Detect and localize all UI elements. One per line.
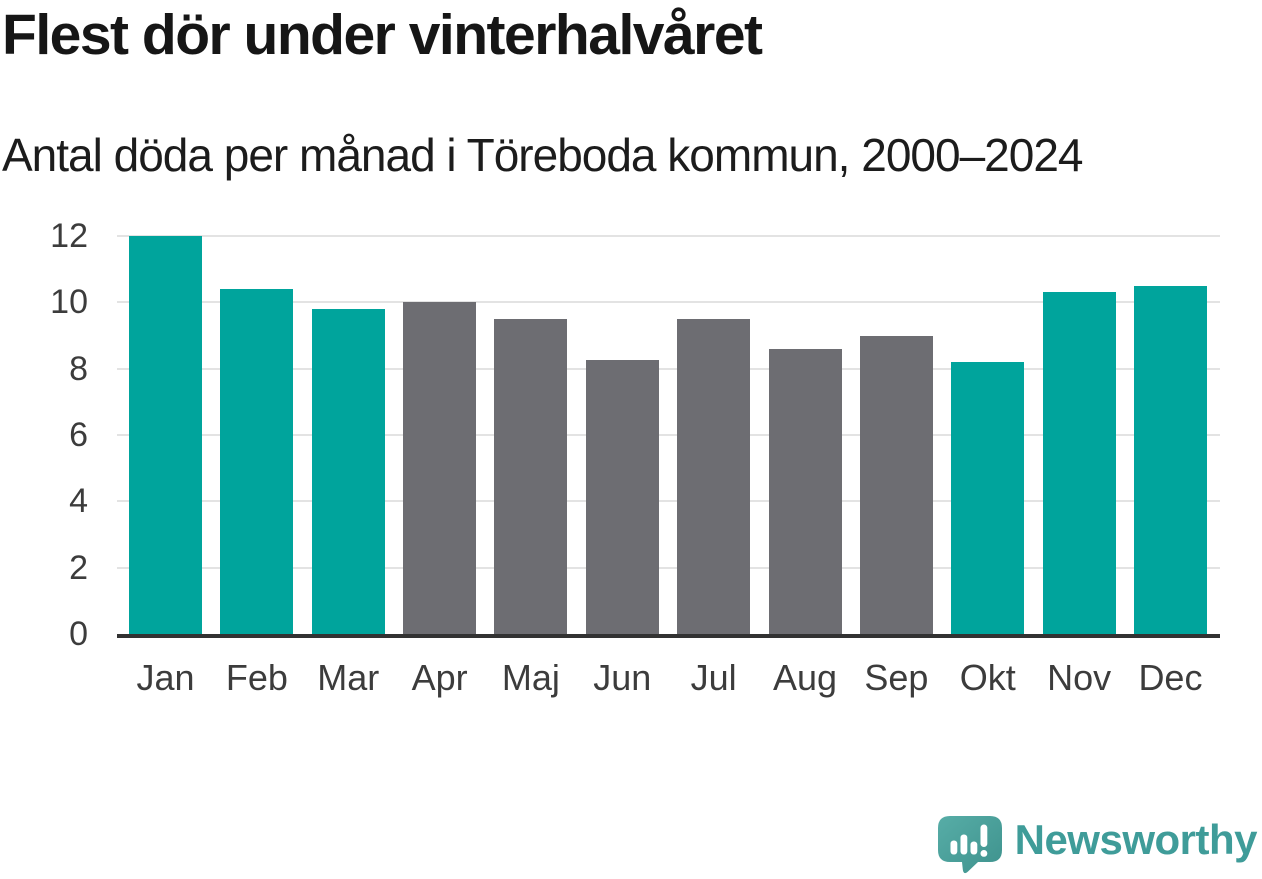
x-axis-tick-label: Maj	[501, 657, 560, 698]
y-axis-tick-label: 2	[69, 548, 88, 587]
x-axis-tick-label: Feb	[225, 657, 288, 698]
bar-mar	[311, 308, 385, 634]
y-axis-tick-label: 4	[69, 482, 88, 521]
bar-jun	[585, 360, 659, 634]
bar-okt	[951, 362, 1025, 634]
bar-feb	[220, 289, 294, 634]
bar-aug	[768, 348, 842, 634]
x-axis-tick-label: Jan	[136, 657, 195, 698]
gridline	[117, 235, 1220, 237]
y-axis-tick-label: 12	[50, 217, 88, 255]
newsworthy-logo: Newsworthy	[937, 816, 1258, 874]
x-axis-tick-label: Dec	[1138, 657, 1203, 698]
x-axis-tick-label: Nov	[1047, 657, 1112, 698]
bar-dec	[1133, 285, 1207, 634]
chart-title: Flest dör under vinterhalvåret	[2, 3, 763, 67]
gridline	[117, 500, 1220, 503]
gridline	[117, 367, 1220, 370]
x-axis-line	[117, 634, 1220, 638]
brand-name: Newsworthy	[1014, 816, 1258, 863]
plot-area	[117, 235, 1220, 634]
bar-jul	[677, 318, 751, 634]
newsworthy-bubble-chart-icon	[937, 816, 1002, 874]
bar-sep	[859, 335, 933, 634]
gridline	[117, 566, 1220, 569]
x-axis-tick-label: Sep	[864, 657, 929, 698]
gridline	[117, 434, 1220, 436]
bar-nov	[1042, 292, 1116, 634]
bar-apr	[403, 302, 477, 634]
x-axis-tick-label: Jul	[690, 657, 737, 698]
y-axis-tick-label: 0	[69, 615, 88, 653]
x-axis-tick-label: Okt	[959, 657, 1016, 698]
x-axis-tick-label: Mar	[317, 657, 380, 698]
bar-maj	[494, 318, 568, 634]
y-axis-tick-label: 6	[69, 416, 88, 454]
bar-jan	[129, 236, 202, 634]
y-axis-tick-label: 10	[50, 283, 88, 322]
gridline	[117, 301, 1220, 304]
x-axis-tick-label: Apr	[411, 657, 468, 698]
y-axis-tick-label: 8	[69, 349, 88, 388]
x-axis-tick-label: Aug	[772, 657, 838, 698]
chart-subtitle: Antal döda per månad i Töreboda kommun, …	[2, 129, 1083, 181]
x-axis-tick-label: Jun	[593, 657, 652, 698]
